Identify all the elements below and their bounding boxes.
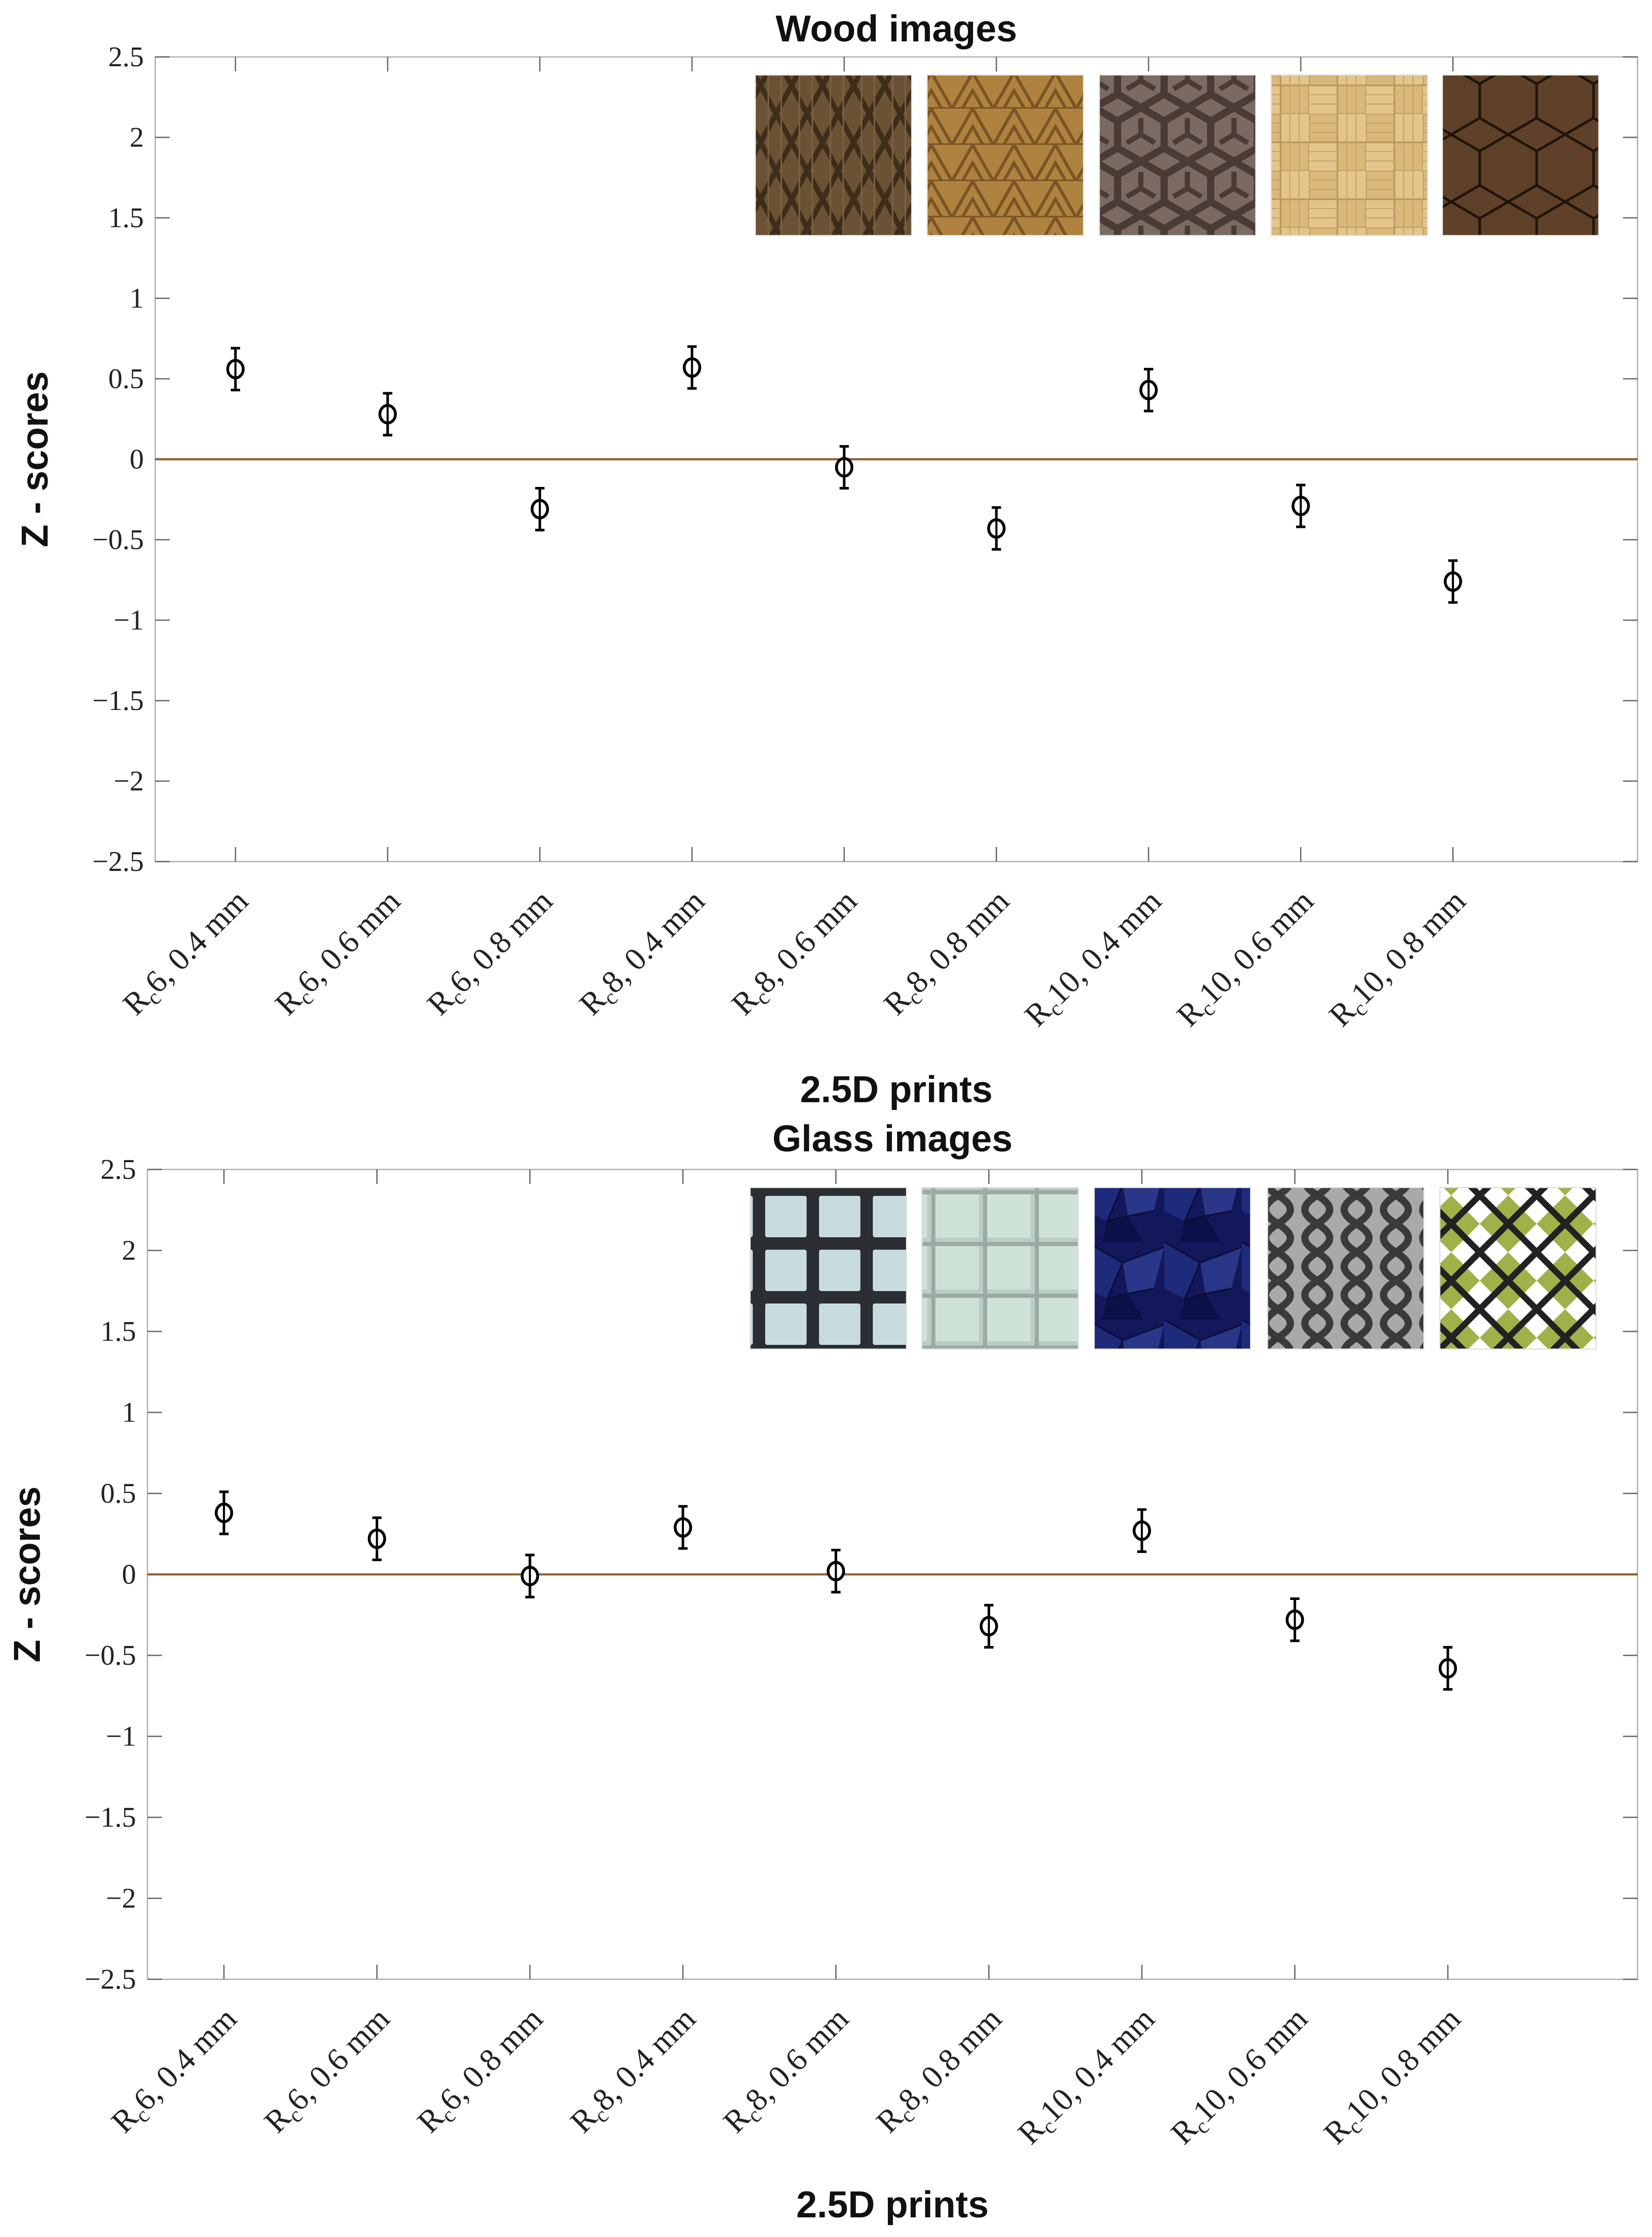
- data-point: [835, 445, 854, 490]
- x-category-label: Rc10, 0.8 mm: [1322, 883, 1476, 1036]
- data-point: [826, 1549, 845, 1594]
- y-tick-label: 2.5: [100, 1153, 136, 1185]
- x-category-label: Rc6, 0.8 mm: [411, 2001, 553, 2143]
- data-point: [367, 1516, 386, 1561]
- y-tick-label: 0.5: [108, 363, 144, 394]
- glass-navy-mosaic-texture: [1094, 1187, 1251, 1350]
- y-tick-label: 1: [122, 1397, 137, 1428]
- y-tick-label: −1: [113, 604, 144, 636]
- data-point: [979, 1604, 999, 1649]
- y-tick-label: −2.5: [84, 1963, 136, 1995]
- data-point: [682, 345, 702, 390]
- glass-lattice-diamond-texture: [1439, 1187, 1597, 1350]
- wood-triangle-texture: [927, 75, 1084, 236]
- x-category-label: Rc8, 0.8 mm: [870, 2001, 1011, 2143]
- x-category-label: Rc6, 0.4 mm: [116, 883, 258, 1025]
- wood-hexagon-tile-texture: [1442, 75, 1599, 236]
- glass-gray-ogee-texture: [1267, 1187, 1424, 1350]
- x-category-label: Rc8, 0.4 mm: [563, 2001, 705, 2143]
- y-tick-label: −1: [106, 1721, 136, 1752]
- y-tick-label: −0.5: [92, 524, 144, 555]
- y-tick-label: −1.5: [92, 685, 144, 716]
- data-point: [215, 1490, 233, 1535]
- chart-title: Glass images: [772, 1118, 1013, 1160]
- data-point: [378, 392, 397, 437]
- data-point: [987, 506, 1006, 551]
- y-tick-label: −1.5: [84, 1801, 136, 1833]
- wood-hexagon-texture: [1099, 75, 1256, 236]
- wood-diamond-texture: [755, 75, 912, 236]
- y-tick-label: 0.5: [100, 1477, 136, 1509]
- x-category-label: Rc6, 0.8 mm: [421, 883, 562, 1025]
- y-tick-label: 2: [122, 1235, 137, 1266]
- data-point: [520, 1553, 539, 1598]
- x-category-label: Rc6, 0.6 mm: [258, 2001, 399, 2143]
- y-tick-label: −2: [106, 1883, 136, 1914]
- chart-title: Wood images: [776, 8, 1017, 50]
- y-tick-label: −0.5: [84, 1639, 136, 1671]
- wood-parquet-texture: [1271, 75, 1428, 236]
- data-point: [1133, 1508, 1151, 1553]
- y-tick-label: 1.5: [100, 1315, 136, 1347]
- x-category-label: Rc10, 0.6 mm: [1170, 883, 1323, 1036]
- data-point: [674, 1505, 692, 1550]
- x-category-label: Rc8, 0.4 mm: [573, 883, 715, 1025]
- x-category-label: Rc8, 0.8 mm: [877, 883, 1019, 1025]
- x-category-label: Rc6, 0.4 mm: [105, 2001, 246, 2143]
- glass-block-texture: [921, 1187, 1079, 1350]
- x-category-label: Rc10, 0.4 mm: [1018, 883, 1171, 1036]
- x-category-label: Rc8, 0.6 mm: [717, 2001, 858, 2143]
- x-category-label: Rc6, 0.6 mm: [269, 883, 410, 1025]
- data-point: [530, 486, 549, 531]
- y-tick-label: 2: [130, 122, 144, 153]
- x-axis-label: 2.5D prints: [800, 1069, 992, 1110]
- data-point: [1438, 1646, 1457, 1691]
- data-point: [1139, 367, 1158, 412]
- x-axis-label: 2.5D prints: [796, 2184, 989, 2226]
- y-tick-label: 1: [130, 283, 144, 314]
- x-category-label: Rc10, 0.6 mm: [1164, 2001, 1317, 2154]
- y-axis-label: Z - scores: [14, 371, 56, 547]
- data-point: [1285, 1597, 1304, 1642]
- y-tick-label: −2: [113, 765, 144, 797]
- y-tick-label: 1.5: [108, 202, 144, 233]
- y-tick-label: 2.5: [108, 41, 144, 72]
- x-category-label: Rc10, 0.4 mm: [1011, 2001, 1165, 2154]
- y-axis-label: Z - scores: [7, 1486, 48, 1662]
- data-point: [1291, 483, 1310, 528]
- data-point: [1443, 559, 1463, 604]
- x-category-label: Rc10, 0.8 mm: [1317, 2001, 1470, 2154]
- y-tick-label: 0: [122, 1559, 137, 1590]
- y-tick-label: 0: [130, 443, 144, 475]
- data-point: [226, 347, 245, 392]
- x-category-label: Rc8, 0.6 mm: [725, 883, 867, 1025]
- glass-grid-texture: [750, 1187, 907, 1350]
- y-tick-label: −2.5: [92, 846, 144, 877]
